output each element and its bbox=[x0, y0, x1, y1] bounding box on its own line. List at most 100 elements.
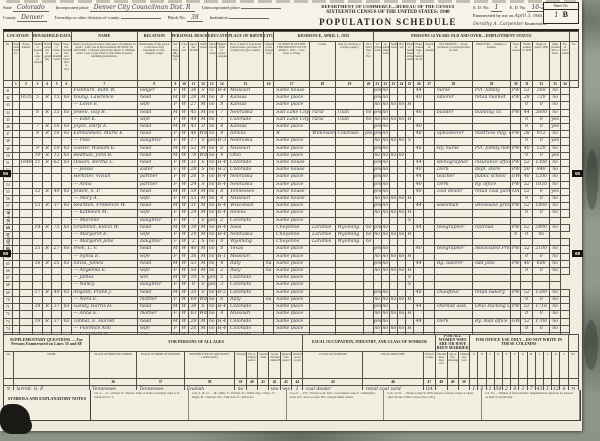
state-value: Colorado bbox=[12, 4, 49, 12]
schedule-cell bbox=[388, 86, 398, 96]
column-number bbox=[551, 377, 561, 386]
schedule-cell bbox=[19, 231, 33, 240]
schedule-cell: 29 bbox=[187, 209, 200, 218]
column-number: 16 bbox=[262, 80, 275, 88]
schedule-cell bbox=[31, 209, 44, 218]
schedule-cell bbox=[559, 180, 570, 189]
schedule-cell: no bbox=[549, 173, 561, 182]
schedule-cell: Colorado bbox=[227, 216, 264, 225]
schedule-cell: H-4 bbox=[215, 202, 229, 211]
schedule-cell: no bbox=[549, 86, 561, 96]
schedule-cell: S bbox=[404, 216, 415, 225]
schedule-cell: S bbox=[198, 166, 208, 175]
schedule-cell bbox=[334, 137, 365, 146]
schedule-cell: M bbox=[198, 202, 208, 211]
schedule-cell: H-4 bbox=[215, 159, 229, 168]
schedule-cell: Missouri bbox=[227, 195, 264, 204]
schedule-cell: no bbox=[61, 303, 72, 312]
schedule-cell: 69 bbox=[3, 288, 13, 297]
schedule-cell bbox=[262, 115, 275, 125]
schedule-cell: no bbox=[206, 94, 217, 103]
schedule-row: 47 8 R 16 no Edmundson, Marie E. head F W 46 Wd no 8… bbox=[3, 130, 579, 139]
schedule-cell bbox=[471, 267, 512, 276]
schedule-cell: 19 bbox=[31, 317, 44, 326]
schedule-cell bbox=[262, 130, 275, 139]
schedule-cell bbox=[423, 159, 435, 168]
schedule-cell: H-4 bbox=[215, 324, 229, 333]
line-marker-68-right: 68 bbox=[572, 250, 583, 258]
schedule-cell: no bbox=[388, 267, 398, 276]
schedule-cell: yes bbox=[372, 202, 382, 211]
schedule-cell: 0 bbox=[520, 231, 534, 240]
schedule-cell bbox=[50, 238, 63, 247]
schedule-cell: 3 bbox=[215, 281, 229, 290]
schedule-cell: M bbox=[170, 317, 181, 326]
schedule-cell: W bbox=[179, 144, 189, 153]
schedule-cell: R bbox=[42, 317, 52, 326]
schedule-cell: no bbox=[532, 231, 551, 240]
schedule-cell: R bbox=[273, 130, 311, 139]
schedule-cell bbox=[510, 151, 522, 161]
schedule-cell: M bbox=[170, 123, 181, 132]
schedule-cell bbox=[19, 295, 33, 305]
column-header: Attended school or college bbox=[206, 41, 217, 81]
schedule-cell: M bbox=[198, 317, 208, 326]
schedule-cell: no bbox=[388, 310, 398, 319]
schedule-cell bbox=[423, 166, 435, 175]
schedule-cell bbox=[262, 180, 275, 189]
schedule-cell bbox=[31, 115, 44, 125]
schedule-cell bbox=[262, 317, 275, 326]
schedule-cell: 44 bbox=[413, 202, 425, 211]
schedule-cell bbox=[42, 252, 52, 261]
schedule-cell bbox=[404, 130, 415, 139]
schedule-cell: no bbox=[388, 195, 398, 204]
schedule-cell bbox=[388, 166, 398, 175]
schedule-cell: M bbox=[198, 259, 208, 269]
schedule-cell bbox=[309, 259, 336, 269]
schedule-cell: no bbox=[380, 324, 390, 333]
schedule-cell bbox=[396, 281, 406, 290]
schedule-cell: 40 bbox=[520, 144, 534, 153]
schedule-cell: 1648 bbox=[19, 159, 33, 168]
schedule-cell: 52 bbox=[520, 303, 534, 312]
schedule-cell bbox=[510, 252, 522, 261]
schedule-cell bbox=[363, 101, 374, 110]
schedule-cell: 28 bbox=[520, 130, 534, 139]
schedule-cell bbox=[31, 195, 44, 204]
schedule-cell bbox=[61, 101, 72, 110]
schedule-cell: wife bbox=[137, 101, 172, 110]
schedule-cell bbox=[510, 216, 522, 225]
schedule-cell: no bbox=[61, 144, 72, 153]
schedule-cell: 0 bbox=[520, 151, 534, 161]
column-number: 28 bbox=[433, 80, 473, 88]
schedule-cell: F bbox=[170, 166, 181, 175]
schedule-cell: 75 bbox=[50, 223, 63, 233]
schedule-cell bbox=[404, 245, 415, 254]
schedule-cell bbox=[334, 310, 365, 319]
schedule-cell: Associated Press bbox=[471, 245, 512, 254]
schedule-cell: H-2 bbox=[215, 166, 229, 175]
schedule-cell: PW bbox=[510, 159, 522, 168]
schedule-cell: 0 bbox=[532, 115, 551, 125]
schedule-cell: no bbox=[380, 123, 390, 132]
schedule-cell: yes bbox=[372, 144, 382, 153]
column-header: INDUSTRY — Industry or business bbox=[471, 41, 512, 81]
schedule-cell: wife bbox=[137, 195, 172, 204]
schedule-cell: Colorado bbox=[227, 324, 264, 333]
schedule-cell: no bbox=[206, 187, 217, 197]
schedule-cell: yes bbox=[372, 288, 382, 297]
column-header: B bbox=[477, 350, 487, 379]
schedule-cell bbox=[50, 173, 63, 182]
column-header: Wages or salary, 1939 bbox=[532, 41, 551, 81]
schedule-cell: PW bbox=[510, 166, 522, 175]
schedule-cell: laborer bbox=[433, 94, 473, 103]
schedule-cell: 9 bbox=[31, 144, 44, 153]
schedule-cell bbox=[61, 216, 72, 225]
schedule-cell: Colorado bbox=[334, 130, 365, 139]
schedule-cell: no bbox=[206, 180, 217, 189]
schedule-cell: 71 bbox=[3, 303, 13, 312]
schedule-cell: M bbox=[198, 101, 208, 110]
